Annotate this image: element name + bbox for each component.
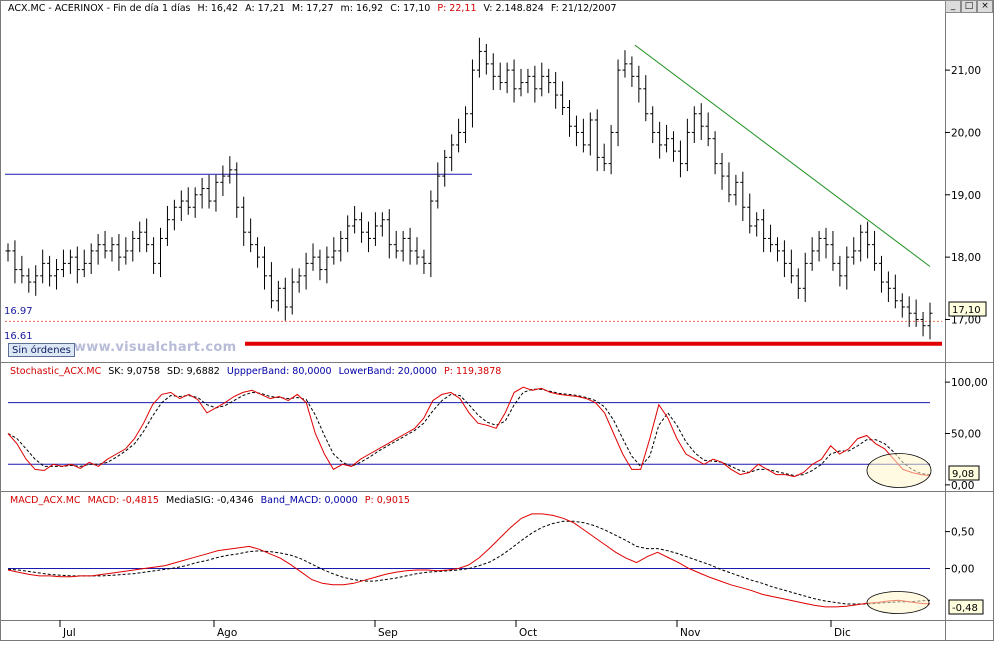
sin-ordenes-badge[interactable]: Sin órdenes xyxy=(8,343,75,357)
price-y-tick-label: 21,00 xyxy=(951,65,981,77)
stoch-header-lower: LowerBand: 20,0000 xyxy=(339,366,437,377)
date-axis-label: Nov xyxy=(680,627,701,639)
price-y-tick-label: 17,00 xyxy=(951,314,981,326)
price-header-volume: V: 2.148.824 xyxy=(484,3,544,14)
stoch-y-tick-label: 0,00 xyxy=(951,480,974,492)
level-label-16-97: 16.97 xyxy=(4,306,33,317)
macd-last-value-box xyxy=(948,599,984,615)
price-header-symbol: ACX.MC - ACERINOX - Fin de día 1 días xyxy=(8,3,191,14)
price-header-open: H: 16,42 xyxy=(198,3,239,14)
macd-header-macd: MACD: -0,4815 xyxy=(88,495,159,506)
price-header-pct: P: 22,11 xyxy=(437,3,476,14)
macd-panel: 0,50 0,00 xyxy=(7,513,974,614)
stoch-header: Stochastic_ACX.MC SK: 9,0758 SD: 9,6882 … xyxy=(10,366,501,377)
stoch-sk-line xyxy=(7,386,931,478)
macd-highlight-ellipse xyxy=(866,591,930,614)
price-header-high: A: 17,21 xyxy=(245,3,285,14)
date-axis-label: Sep xyxy=(378,627,398,639)
stoch-header-name: Stochastic_ACX.MC xyxy=(10,366,102,377)
price-last-value-box xyxy=(948,301,987,317)
date-axis-label: Jul xyxy=(62,627,76,639)
price-header-close: C: 17,10 xyxy=(390,3,430,14)
macd-y-tick-label: 0,50 xyxy=(951,527,974,539)
stoch-header-p: P: 119,3878 xyxy=(444,366,501,377)
macd-signal-line xyxy=(7,520,931,605)
stoch-header-upper: UppperBand: 80,0000 xyxy=(227,366,332,377)
maximize-button[interactable]: □ xyxy=(961,0,977,13)
stoch-last-value-box xyxy=(948,465,980,481)
stoch-header-sk: SK: 9,0758 xyxy=(108,366,160,377)
price-last-value: 17,10 xyxy=(952,305,981,316)
price-y-tick-label: 20,00 xyxy=(951,127,981,139)
macd-line xyxy=(7,513,931,608)
green-downtrend-line xyxy=(634,44,931,267)
price-panel: 21,00 20,00 19,00 18,00 17,00 xyxy=(5,37,981,346)
macd-header-band: Band_MACD: 0,0000 xyxy=(261,495,358,506)
price-y-tick-label: 19,00 xyxy=(951,190,981,202)
stoch-sd-line xyxy=(7,388,931,477)
stochastic-panel: 100,00 50,00 0,00 xyxy=(7,377,988,492)
price-header-min: m: 16,92 xyxy=(341,3,384,14)
price-y-tick-label: 18,00 xyxy=(951,252,981,264)
date-axis-label: Dic xyxy=(834,627,851,639)
stoch-highlight-ellipse xyxy=(866,453,932,488)
price-header: ACX.MC - ACERINOX - Fin de día 1 días H:… xyxy=(8,3,617,14)
price-header-low: M: 17,27 xyxy=(292,3,334,14)
date-axis-label: Ago xyxy=(217,627,237,639)
close-button[interactable]: × xyxy=(977,0,993,13)
watermark: www.visualchart.com xyxy=(74,340,237,355)
date-axis: Jul Ago Sep Oct Nov Dic xyxy=(59,620,851,639)
macd-header: MACD_ACX.MC MACD: -0,4815 MediaSIG: -0,4… xyxy=(10,495,410,506)
level-label-16-61: 16.61 xyxy=(4,331,33,342)
macd-header-name: MACD_ACX.MC xyxy=(10,495,81,506)
date-axis-label: Oct xyxy=(519,627,537,639)
macd-last-value: -0,48 xyxy=(952,603,978,614)
minimize-button[interactable]: _ xyxy=(945,0,961,13)
macd-header-p: P: 0,9015 xyxy=(365,495,410,506)
macd-y-tick-label: 0,00 xyxy=(951,564,974,576)
stoch-header-sd: SD: 9,6882 xyxy=(167,366,220,377)
macd-header-signal: MediaSIG: -0,4346 xyxy=(166,495,254,506)
stoch-y-tick-label: 100,00 xyxy=(951,377,988,389)
stoch-last-value: 9,08 xyxy=(952,469,974,480)
stoch-y-tick-label: 50,00 xyxy=(951,428,981,440)
price-header-date: F: 21/12/2007 xyxy=(551,3,617,14)
